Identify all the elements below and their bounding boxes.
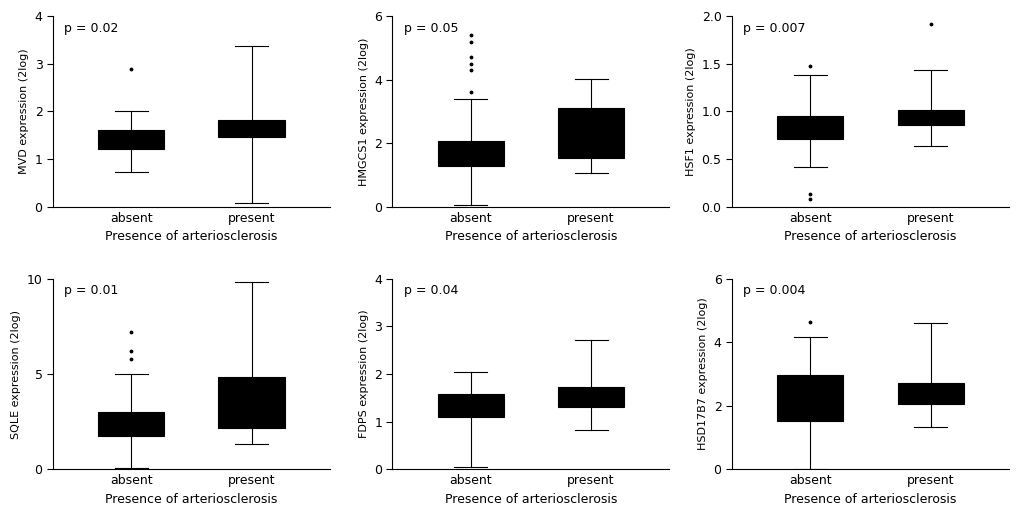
X-axis label: Presence of arteriosclerosis: Presence of arteriosclerosis (444, 493, 616, 506)
X-axis label: Presence of arteriosclerosis: Presence of arteriosclerosis (784, 493, 956, 506)
PathPatch shape (437, 394, 503, 417)
PathPatch shape (218, 377, 284, 429)
Y-axis label: HMGCS1 expression (2log): HMGCS1 expression (2log) (358, 37, 368, 186)
Text: p = 0.01: p = 0.01 (64, 284, 118, 297)
PathPatch shape (218, 119, 284, 136)
Text: p = 0.02: p = 0.02 (64, 22, 118, 35)
PathPatch shape (897, 383, 963, 404)
PathPatch shape (557, 387, 624, 406)
Text: p = 0.04: p = 0.04 (404, 284, 458, 297)
Y-axis label: SQLE expression (2log): SQLE expression (2log) (11, 310, 21, 438)
Y-axis label: FDPS expression (2log): FDPS expression (2log) (358, 310, 368, 438)
PathPatch shape (98, 130, 164, 149)
Text: p = 0.05: p = 0.05 (404, 22, 458, 35)
Y-axis label: MVD expression (2log): MVD expression (2log) (19, 49, 29, 174)
X-axis label: Presence of arteriosclerosis: Presence of arteriosclerosis (784, 230, 956, 243)
PathPatch shape (776, 375, 843, 421)
Y-axis label: HSF1 expression (2log): HSF1 expression (2log) (686, 47, 695, 176)
PathPatch shape (897, 110, 963, 125)
PathPatch shape (776, 116, 843, 139)
PathPatch shape (437, 141, 503, 166)
PathPatch shape (557, 108, 624, 158)
Text: p = 0.007: p = 0.007 (743, 22, 805, 35)
Text: p = 0.004: p = 0.004 (743, 284, 805, 297)
X-axis label: Presence of arteriosclerosis: Presence of arteriosclerosis (105, 493, 277, 506)
X-axis label: Presence of arteriosclerosis: Presence of arteriosclerosis (444, 230, 616, 243)
Y-axis label: HSD17B7 expression (2log): HSD17B7 expression (2log) (697, 298, 707, 450)
X-axis label: Presence of arteriosclerosis: Presence of arteriosclerosis (105, 230, 277, 243)
PathPatch shape (98, 412, 164, 436)
